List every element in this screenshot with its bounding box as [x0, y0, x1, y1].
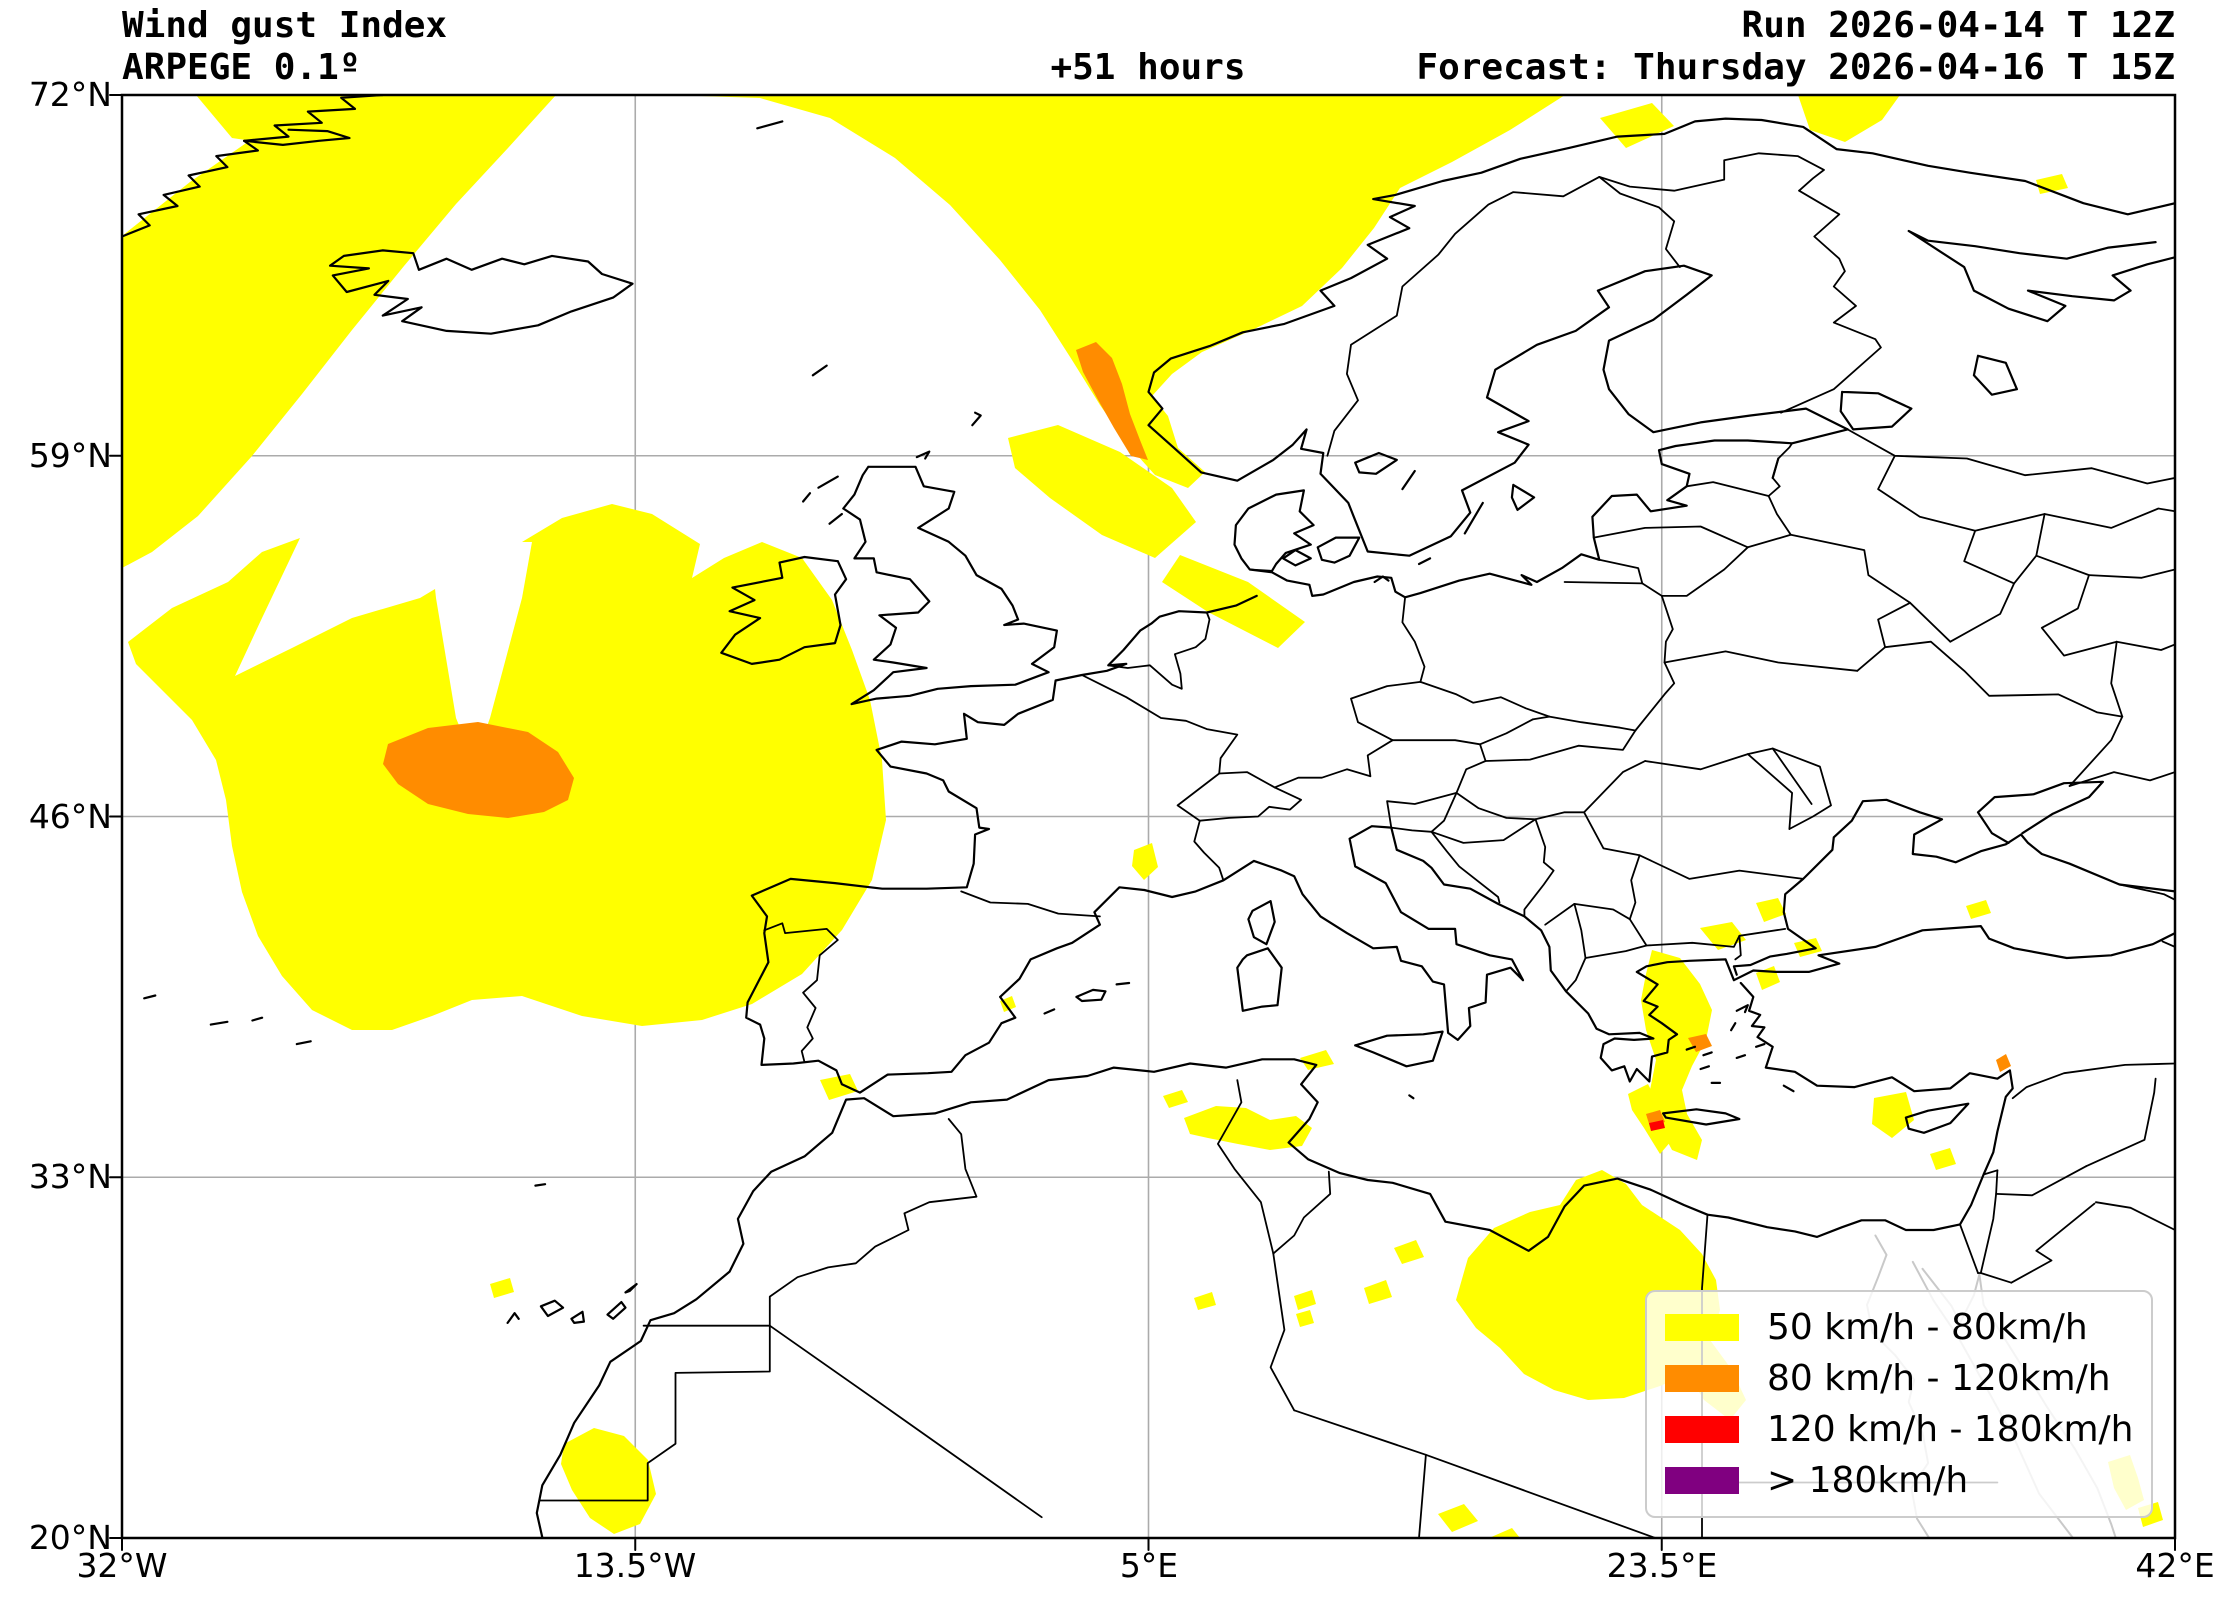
page-title: Wind gust Index	[122, 5, 448, 46]
lon-tick-label-5e: 5°E	[1119, 1546, 1179, 1585]
legend-label: > 180km/h	[1767, 1460, 1969, 1501]
legend-swatch-red	[1665, 1416, 1739, 1443]
lat-tick-label-46n: 46°N	[28, 797, 112, 836]
legend-swatch-yellow	[1665, 1314, 1739, 1341]
legend-item-gt-180: > 180km/h	[1665, 1460, 2151, 1501]
lat-tick-label-59n: 59°N	[28, 436, 112, 475]
legend-label: 50 km/h - 80km/h	[1767, 1307, 2088, 1348]
lon-tick-label-32w: 32°W	[76, 1546, 168, 1585]
legend-swatch-orange	[1665, 1365, 1739, 1392]
legend-swatch-purple	[1665, 1467, 1739, 1494]
model-resolution-label: ARPEGE 0.1º	[122, 47, 361, 88]
legend-item-80-120: 80 km/h - 120km/h	[1665, 1358, 2151, 1399]
lon-tick-label-235e: 23.5°E	[1606, 1546, 1718, 1585]
lat-tick-label-72n: 72°N	[28, 75, 112, 114]
forecast-timestamp-label: Forecast: Thursday 2026-04-16 T 15Z	[1416, 47, 2175, 88]
legend-label: 80 km/h - 120km/h	[1767, 1358, 2111, 1399]
lat-tick-label-33n: 33°N	[28, 1157, 112, 1196]
legend-item-120-180: 120 km/h - 180km/h	[1665, 1409, 2151, 1450]
legend-item-50-80: 50 km/h - 80km/h	[1665, 1307, 2151, 1348]
lead-time-label: +51 hours	[1050, 47, 1246, 88]
map-frame	[120, 93, 2177, 1540]
run-timestamp-label: Run 2026-04-14 T 12Z	[1741, 5, 2175, 46]
lat-tick-label-20n: 20°N	[28, 1518, 112, 1557]
legend: 50 km/h - 80km/h 80 km/h - 120km/h 120 k…	[1645, 1290, 2153, 1518]
country-borders	[538, 152, 2175, 1538]
axis-ticks	[109, 94, 2176, 1551]
lon-tick-label-135w: 13.5°W	[573, 1546, 697, 1585]
wind-gust-areas	[122, 95, 2163, 1538]
legend-label: 120 km/h - 180km/h	[1767, 1409, 2134, 1450]
lon-tick-label-42e: 42°E	[2135, 1546, 2215, 1585]
